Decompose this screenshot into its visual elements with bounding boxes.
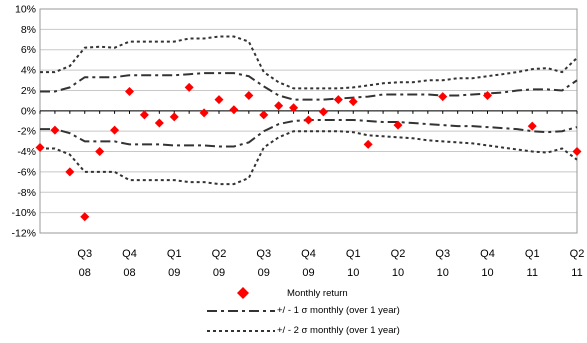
y-tick-label: 2%	[21, 85, 36, 97]
y-tick-label: 6%	[21, 44, 36, 56]
x-tick-label-year: 10	[347, 267, 359, 279]
x-tick-label-year: 09	[302, 267, 314, 279]
monthly-return-marker	[229, 105, 239, 115]
monthly-return-marker	[110, 125, 120, 135]
axes	[39, 8, 578, 234]
x-tick-label-quarter: Q1	[346, 248, 361, 260]
monthly-return-marker	[35, 142, 45, 152]
x-tick-label-year: 11	[571, 267, 582, 279]
x-tick-label-quarter: Q3	[77, 248, 92, 260]
monthly-return-marker	[184, 82, 194, 92]
legend-diamond-icon	[237, 287, 249, 299]
monthly-return-marker	[318, 107, 328, 117]
x-tick-label-year: 10	[481, 267, 493, 279]
y-tick-labels: 10% 8% 6% 4% 2% 0% -2% -4% -6% -8% -10% -12%	[11, 4, 36, 240]
x-tick-label-year: 09	[168, 267, 180, 279]
x-tick-label-quarter: Q2	[570, 248, 585, 260]
y-tick-label: -8%	[17, 187, 36, 199]
x-tick-label-quarter: Q2	[391, 248, 406, 260]
monthly-return-marker	[125, 86, 134, 96]
monthly-return-marker	[572, 147, 582, 157]
y-tick-label: -10%	[11, 207, 36, 219]
legend-symbols	[207, 287, 275, 332]
monthly-return-marker	[483, 91, 492, 101]
legend-label-two-sigma: +/ - 2 σ monthly (over 1 year)	[277, 325, 400, 336]
y-tick-label: 8%	[21, 24, 36, 36]
x-tick-label-year: 10	[392, 267, 404, 279]
plot-border	[39, 8, 578, 234]
monthly-return-marker	[438, 92, 448, 102]
x-tick-label-year: 11	[527, 267, 538, 279]
x-tick-label-quarter: Q4	[480, 248, 495, 260]
two-sigma-band	[40, 35, 578, 186]
x-tick-label-year: 09	[258, 267, 270, 279]
x-tick-label-year: 08	[123, 267, 135, 279]
monthly-return-marker	[304, 115, 313, 125]
x-tick-label-year: 08	[79, 267, 91, 279]
two-sigma-upper-line	[40, 35, 578, 90]
x-tick-labels: Q3 08 Q4 08 Q1 09 Q2 09 Q3 09 Q4 09 Q1 10 Q2 10 Q3 10 Q4 10…	[77, 248, 584, 279]
x-tick-label-quarter: Q3	[256, 248, 271, 260]
y-tick-label: 4%	[21, 65, 36, 77]
x-tick-label-quarter: Q4	[122, 248, 137, 260]
x-tick-label-quarter: Q1	[525, 248, 540, 260]
monthly-return-marker	[154, 118, 164, 128]
y-tick-label: -6%	[17, 166, 36, 178]
monthly-return-marker	[169, 112, 179, 122]
monthly-return-marker	[80, 212, 90, 222]
y-tick-label: 0%	[21, 105, 36, 117]
monthly-return-marker	[393, 120, 403, 130]
x-tick-label-quarter: Q3	[435, 248, 450, 260]
monthly-return-marker	[214, 95, 224, 105]
x-tick-label-year: 10	[437, 267, 449, 279]
monthly-return-marker	[527, 121, 537, 131]
monthly-return-marker	[199, 108, 209, 118]
monthly-return-marker	[139, 110, 149, 120]
monthly-return-marker	[259, 110, 269, 120]
monthly-return-marker	[50, 125, 60, 135]
y-tick-label: -4%	[17, 146, 36, 158]
y-tick-label: -12%	[11, 228, 36, 240]
legend-label-one-sigma: +/ - 1 σ monthly (over 1 year)	[277, 305, 400, 316]
legend: Monthly return +/ - 1 σ monthly (over 1 …	[205, 285, 465, 341]
two-sigma-lower-line	[40, 130, 578, 186]
x-tick-label-year: 09	[213, 267, 225, 279]
one-sigma-upper-line	[40, 72, 578, 101]
x-tick-label-quarter: Q4	[301, 248, 316, 260]
x-tick-label-quarter: Q2	[212, 248, 227, 260]
monthly-return-marker	[363, 139, 373, 149]
chart-canvas: 10% 8% 6% 4% 2% 0% -2% -4% -6% -8% -10% -12% Q3 08 Q4…	[11, 4, 584, 280]
monthly-return-marker	[274, 101, 284, 111]
y-tick-label: -2%	[17, 126, 36, 138]
monthly-return-marker	[289, 103, 299, 113]
y-tick-label: 10%	[15, 4, 36, 16]
x-tick-label-quarter: Q1	[167, 248, 182, 260]
monthly-return-marker	[333, 95, 343, 105]
one-sigma-band	[40, 72, 578, 148]
monthly-return-marker	[244, 91, 254, 101]
monthly-return-marker	[95, 147, 105, 157]
monthly-return-markers	[35, 82, 582, 222]
legend-label-monthly-return: Monthly return	[287, 288, 348, 299]
monthly-return-marker	[348, 97, 358, 107]
monthly-return-marker	[65, 167, 75, 177]
